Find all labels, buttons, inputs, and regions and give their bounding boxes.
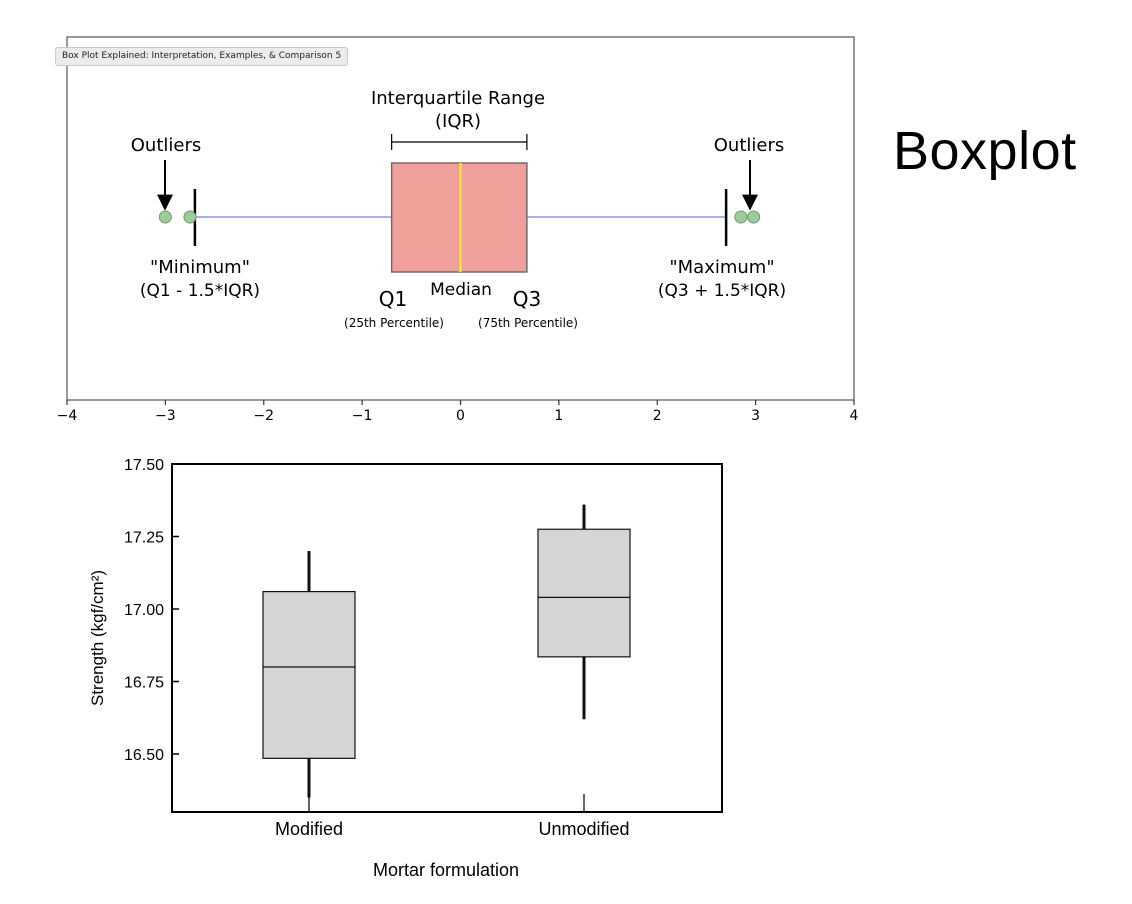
iqr-box (537, 528, 631, 658)
outlier-points (158, 210, 761, 224)
x-tick-label: Unmodified (538, 819, 629, 839)
x-tick-label: −2 (253, 408, 274, 424)
slide-title: Boxplot (893, 121, 1077, 181)
y-tick-label: 17.25 (124, 530, 164, 547)
maximum-formula: (Q3 + 1.5*IQR) (658, 281, 786, 301)
iqr-box (262, 590, 356, 759)
explanatory-boxplot: −4 −3 −2 −1 0 1 2 3 4 Interquartile Range (IQR) … (57, 36, 859, 424)
minimum-formula: (Q1 - 1.5*IQR) (140, 281, 260, 301)
box-modified (262, 551, 356, 798)
y-tick-label: 16.75 (124, 675, 164, 692)
iqr-abbrev-label: (IQR) (435, 111, 481, 132)
x-tick-label: 2 (653, 408, 662, 424)
box-unmodified (537, 504, 631, 720)
q3-sub-label: (75th Percentile) (478, 316, 578, 330)
y-axis-ticks: 16.50 16.75 17.00 17.25 17.50 (124, 457, 179, 764)
mortar-strength-boxplot: 16.50 16.75 17.00 17.25 17.50 Modified Unmodi… (88, 457, 723, 880)
x-axis-ticks: −4 −3 −2 −1 0 1 2 3 4 (57, 400, 859, 424)
y-tick-label: 17.00 (124, 602, 164, 619)
x-tick-label: −3 (155, 408, 176, 424)
q1-label: Q1 (379, 287, 407, 311)
y-tick-label: 17.50 (124, 457, 164, 474)
y-axis-label: Strength (kgf/cm²) (88, 570, 107, 706)
outlier-point (158, 210, 172, 224)
x-tick-label: 0 (456, 408, 465, 424)
median-label: Median (430, 280, 492, 300)
plot-frame (171, 463, 723, 813)
x-axis-tick-labels: Modified Unmodified (275, 794, 630, 839)
x-axis-label: Mortar formulation (373, 860, 519, 880)
iqr-label: Interquartile Range (371, 88, 545, 109)
x-tick-label: −1 (352, 408, 373, 424)
outliers-right-label: Outliers (714, 135, 785, 156)
y-tick-label: 16.50 (124, 747, 164, 764)
outlier-point (183, 210, 197, 224)
x-tick-label: 4 (850, 408, 859, 424)
outlier-point (747, 210, 761, 224)
iqr-bracket (391, 134, 528, 150)
outlier-point (734, 210, 748, 224)
x-tick-label: 3 (751, 408, 760, 424)
maximum-label: "Maximum" (669, 257, 774, 278)
tooltip: Box Plot Explained: Interpretation, Exam… (55, 47, 349, 66)
x-tick-label: 1 (554, 408, 563, 424)
category-boxes (262, 504, 631, 798)
outliers-left-label: Outliers (131, 135, 202, 156)
q3-label: Q3 (513, 287, 541, 311)
minimum-label: "Minimum" (150, 257, 250, 278)
q1-sub-label: (25th Percentile) (344, 316, 444, 330)
x-tick-label: Modified (275, 819, 343, 839)
x-tick-label: −4 (57, 408, 78, 424)
iqr-box (390, 162, 528, 273)
